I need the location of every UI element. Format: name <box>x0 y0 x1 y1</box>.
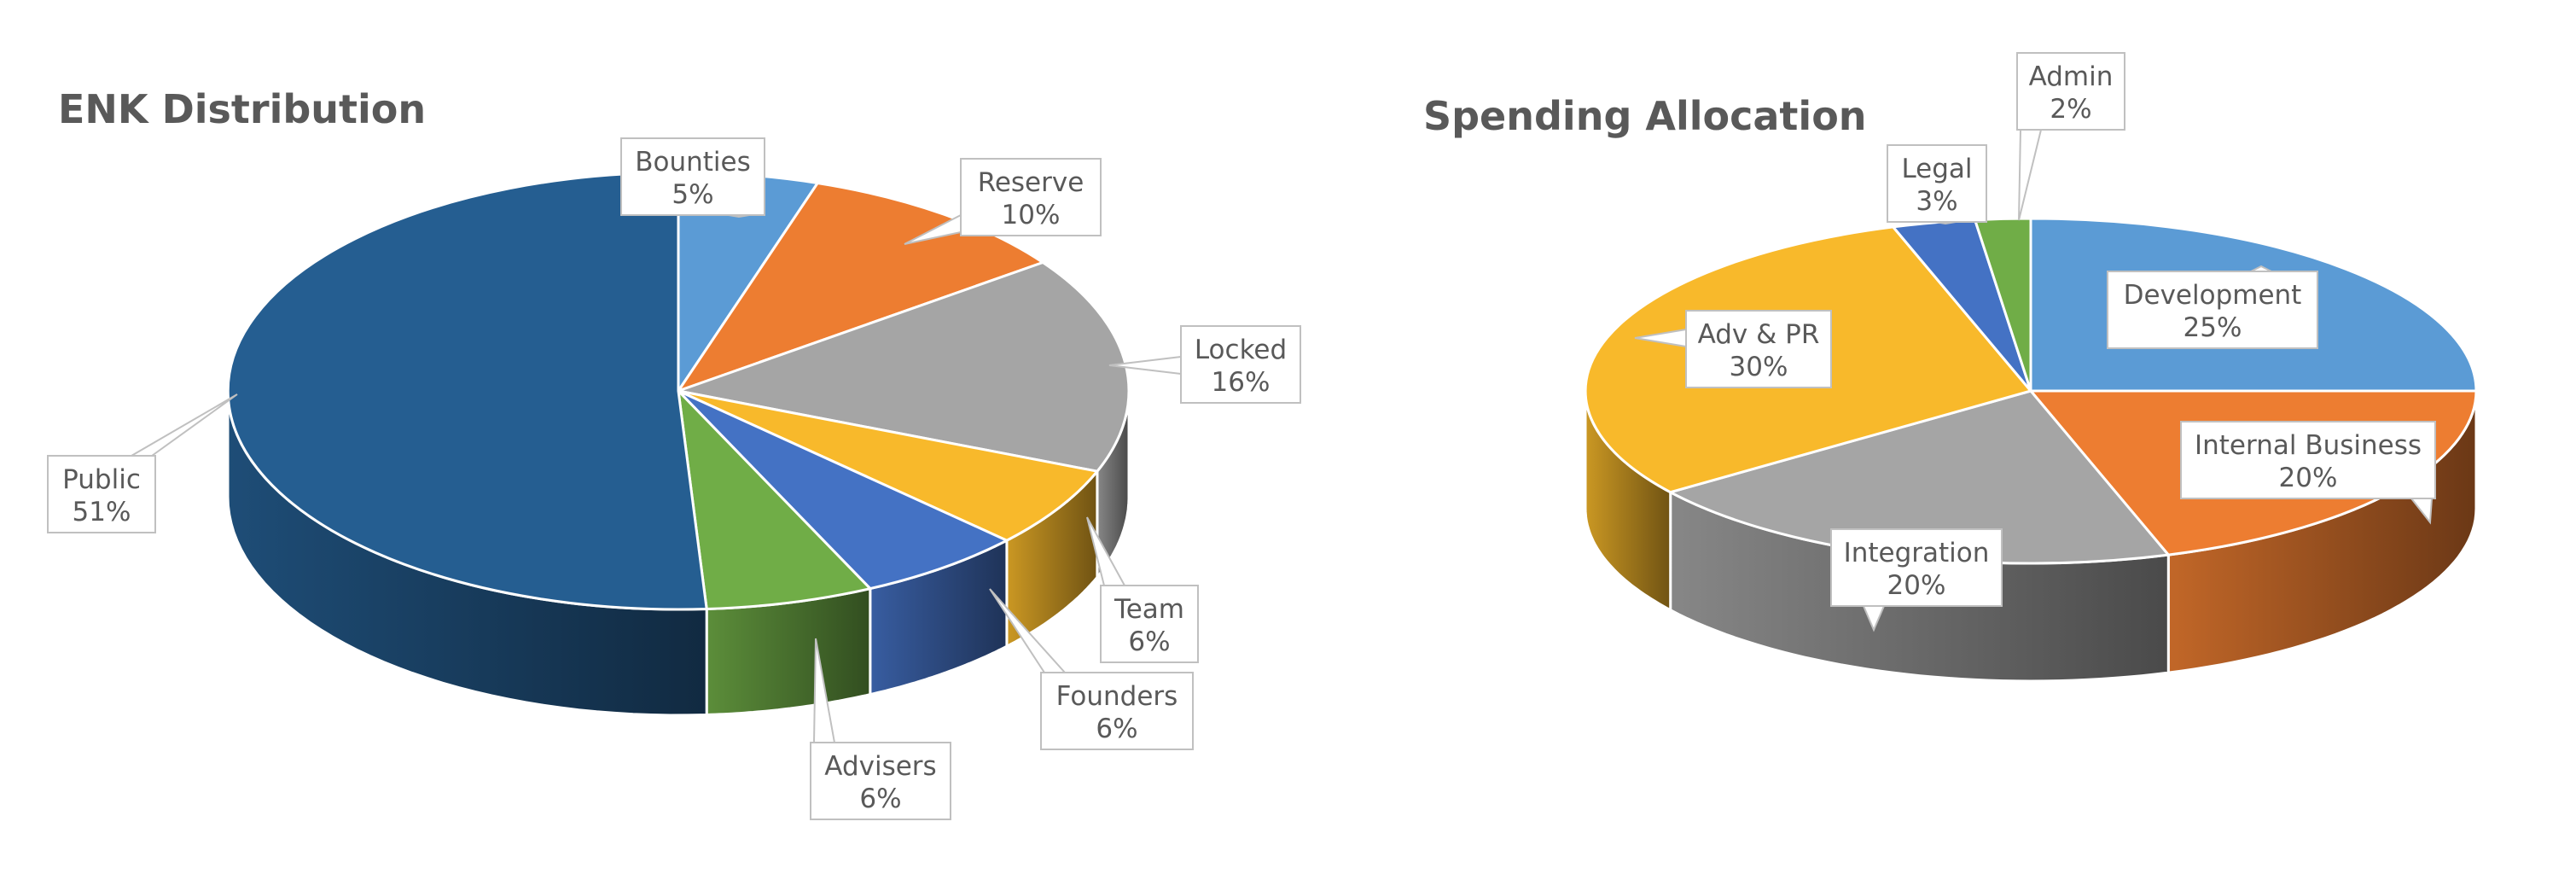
slice-label: Advisers <box>824 751 936 782</box>
slice-percent: 5% <box>672 179 713 210</box>
callout-pointer <box>2018 129 2042 221</box>
spending-allocation-title: Spending Allocation <box>1423 93 1867 139</box>
slice-percent: 2% <box>2050 94 2091 125</box>
slice-label: Internal Business <box>2195 430 2422 461</box>
slice-percent: 30% <box>1730 352 1788 382</box>
enk-distribution-title: ENK Distribution <box>58 86 426 132</box>
slice-founders <box>677 389 1009 591</box>
slice-label: Integration <box>1844 538 1990 568</box>
slice-percent: 6% <box>1128 626 1170 657</box>
callout-pointer <box>904 214 962 245</box>
slice-label: Admin <box>2029 61 2114 92</box>
callout-pointer <box>989 588 1066 673</box>
callout-pointer <box>2410 498 2433 525</box>
slice-percent: 6% <box>1096 714 1137 744</box>
slice-percent: 20% <box>2279 463 2338 493</box>
callout-pointer <box>2250 265 2272 272</box>
callout-pointer <box>1863 605 1885 632</box>
slice-percent: 25% <box>2183 312 2242 343</box>
callout-pointer <box>131 393 238 457</box>
callout-pointer <box>1086 516 1125 586</box>
slice-public <box>226 171 708 611</box>
slice-reserve <box>677 182 1044 393</box>
spending-allocation-pie <box>1584 217 2478 683</box>
enk-distribution-pie <box>226 171 1131 717</box>
slice-team <box>677 389 1099 542</box>
slice-percent: 20% <box>1887 570 1946 601</box>
callout-pointer <box>1108 356 1182 375</box>
slice-percent: 3% <box>1916 186 1957 217</box>
slice-label: Founders <box>1056 681 1178 712</box>
slice-label: Legal <box>1901 154 1972 184</box>
slice-percent: 10% <box>1002 200 1061 230</box>
slice-label: Adv & PR <box>1698 319 1820 350</box>
slice-percent: 16% <box>1212 367 1271 398</box>
callout-pointer <box>813 638 835 743</box>
slice-label: Bounties <box>635 147 751 178</box>
slice-label: Reserve <box>978 167 1084 198</box>
slice-label: Public <box>62 464 141 495</box>
slice-percent: 51% <box>73 497 131 527</box>
slice-label: Team <box>1114 594 1184 625</box>
slice-label: Development <box>2124 280 2302 311</box>
slice-advisers <box>677 389 872 610</box>
callout-pointer <box>1634 329 1687 347</box>
slice-percent: 6% <box>859 784 901 814</box>
slice-label: Locked <box>1195 335 1287 365</box>
